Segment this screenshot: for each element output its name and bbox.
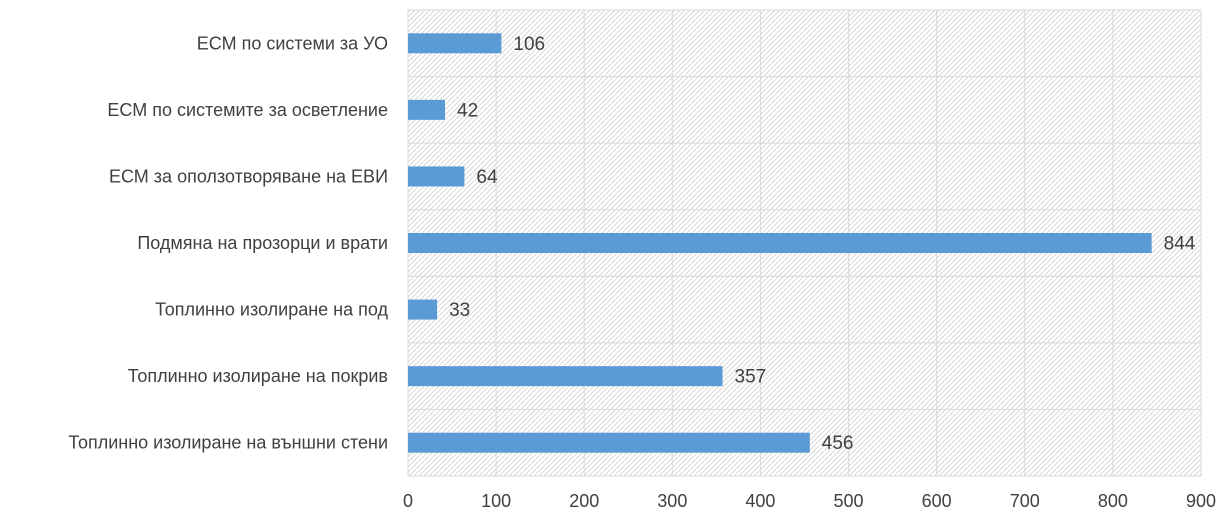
data-label: 33 — [449, 300, 470, 321]
x-tick-label: 700 — [1010, 491, 1040, 511]
bar — [408, 299, 438, 320]
bar — [408, 33, 502, 54]
category-label: Топлинно изолиране на под — [155, 300, 388, 320]
x-tick-label: 900 — [1186, 491, 1216, 511]
x-tick-label: 800 — [1098, 491, 1128, 511]
x-tick-label: 600 — [922, 491, 952, 511]
data-label: 106 — [513, 34, 545, 55]
category-label: ЕСМ по системите за осветление — [107, 100, 388, 120]
category-label: ЕСМ за оползотворяване на ЕВИ — [109, 166, 388, 186]
category-label: Топлинно изолиране на покрив — [128, 366, 388, 386]
x-tick-label: 400 — [745, 491, 775, 511]
bar — [408, 166, 465, 187]
bars — [408, 33, 1152, 453]
x-tick-label: 300 — [657, 491, 687, 511]
gridlines — [407, 9, 1202, 477]
x-tick-label: 500 — [834, 491, 864, 511]
category-label: Топлинно изолиране на външни стени — [68, 433, 388, 453]
data-label: 844 — [1164, 234, 1196, 255]
data-label: 456 — [822, 433, 854, 454]
data-label: 357 — [735, 367, 767, 388]
x-tick-label: 0 — [403, 491, 413, 511]
category-label: Подмяна на прозорци и врати — [137, 233, 388, 253]
x-tick-label: 100 — [481, 491, 511, 511]
x-tick-label: 200 — [569, 491, 599, 511]
category-label: ЕСМ по системи за УО — [197, 33, 388, 53]
bar — [408, 366, 723, 387]
data-labels: 106 42 64 844 33 357 456 — [449, 34, 1196, 454]
x-axis-tick-labels: 0 100 200 300 400 500 600 700 800 900 — [403, 491, 1216, 511]
category-labels: ЕСМ по системи за УО ЕСМ по системите за … — [68, 33, 388, 452]
bar — [408, 233, 1152, 253]
bar — [408, 99, 446, 120]
data-label: 64 — [476, 167, 498, 188]
data-label: 42 — [457, 100, 478, 121]
bar — [408, 432, 810, 453]
